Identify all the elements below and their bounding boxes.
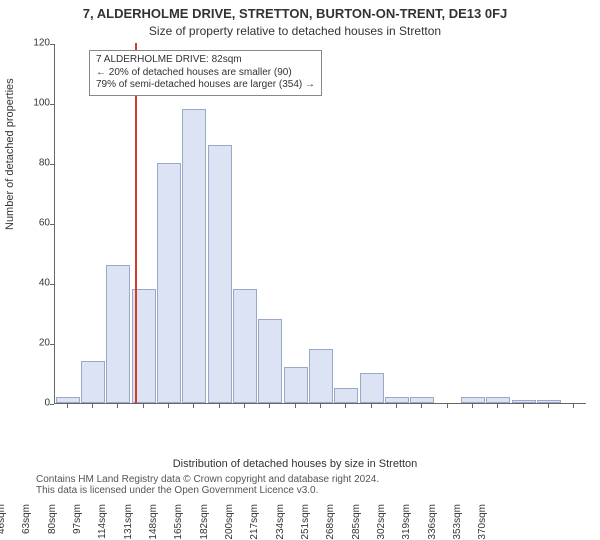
histogram-bar — [106, 265, 130, 403]
y-tick-label: 100 — [20, 98, 50, 109]
histogram-bar — [233, 289, 257, 403]
x-tick-mark — [244, 404, 245, 408]
histogram-bar — [385, 397, 409, 403]
reference-line — [135, 43, 137, 403]
y-tick-label: 20 — [20, 338, 50, 349]
x-tick-mark — [320, 404, 321, 408]
histogram-bar — [512, 400, 536, 403]
y-tick-mark — [50, 284, 54, 285]
y-tick-label: 0 — [20, 398, 50, 409]
x-tick-mark — [295, 404, 296, 408]
histogram-bar — [461, 397, 485, 403]
x-tick-mark — [92, 404, 93, 408]
y-tick-mark — [50, 104, 54, 105]
x-tick-mark — [168, 404, 169, 408]
x-tick-mark — [447, 404, 448, 408]
annotation-line: ← 20% of detached houses are smaller (90… — [96, 67, 315, 80]
histogram-bar — [410, 397, 434, 403]
x-tick-mark — [472, 404, 473, 408]
y-tick-label: 60 — [20, 218, 50, 229]
x-tick-label: 370sqm — [477, 504, 571, 540]
annotation-line: 7 ALDERHOLME DRIVE: 82sqm — [96, 54, 315, 67]
y-tick-mark — [50, 344, 54, 345]
histogram-bar — [486, 397, 510, 403]
chart-subtitle: Size of property relative to detached ho… — [0, 24, 590, 38]
histogram-bar — [309, 349, 333, 403]
y-tick-mark — [50, 404, 54, 405]
histogram-bar — [56, 397, 80, 403]
x-tick-mark — [117, 404, 118, 408]
y-tick-label: 120 — [20, 38, 50, 49]
x-tick-mark — [396, 404, 397, 408]
x-tick-mark — [548, 404, 549, 408]
attribution-line: Contains HM Land Registry data © Crown c… — [36, 474, 379, 485]
x-tick-mark — [421, 404, 422, 408]
annotation-line: 79% of semi-detached houses are larger (… — [96, 79, 315, 92]
histogram-bar — [360, 373, 384, 403]
x-tick-mark — [497, 404, 498, 408]
x-tick-mark — [523, 404, 524, 408]
x-tick-mark — [573, 404, 574, 408]
y-tick-label: 40 — [20, 278, 50, 289]
x-tick-mark — [269, 404, 270, 408]
attribution-line: This data is licensed under the Open Gov… — [36, 485, 379, 496]
annotation-box: 7 ALDERHOLME DRIVE: 82sqm← 20% of detach… — [89, 50, 322, 96]
x-tick-mark — [219, 404, 220, 408]
chart-container: 7, ALDERHOLME DRIVE, STRETTON, BURTON-ON… — [0, 0, 600, 500]
x-tick-mark — [193, 404, 194, 408]
histogram-bar — [258, 319, 282, 403]
y-tick-mark — [50, 44, 54, 45]
histogram-bar — [208, 145, 232, 403]
histogram-bar — [182, 109, 206, 403]
histogram-bar — [334, 388, 358, 403]
y-tick-mark — [50, 224, 54, 225]
histogram-bar — [157, 163, 181, 403]
histogram-bar — [284, 367, 308, 403]
x-tick-mark — [67, 404, 68, 408]
histogram-bar — [81, 361, 105, 403]
x-tick-mark — [371, 404, 372, 408]
x-tick-mark — [143, 404, 144, 408]
x-tick-mark — [345, 404, 346, 408]
histogram-bar — [537, 400, 561, 403]
y-axis-label: Number of detached properties — [4, 78, 16, 230]
plot-area: 7 ALDERHOLME DRIVE: 82sqm← 20% of detach… — [54, 44, 586, 404]
y-tick-label: 80 — [20, 158, 50, 169]
y-tick-mark — [50, 164, 54, 165]
x-axis-label: Distribution of detached houses by size … — [0, 458, 590, 470]
attribution-text: Contains HM Land Registry data © Crown c… — [36, 474, 379, 496]
page-title: 7, ALDERHOLME DRIVE, STRETTON, BURTON-ON… — [0, 6, 590, 21]
